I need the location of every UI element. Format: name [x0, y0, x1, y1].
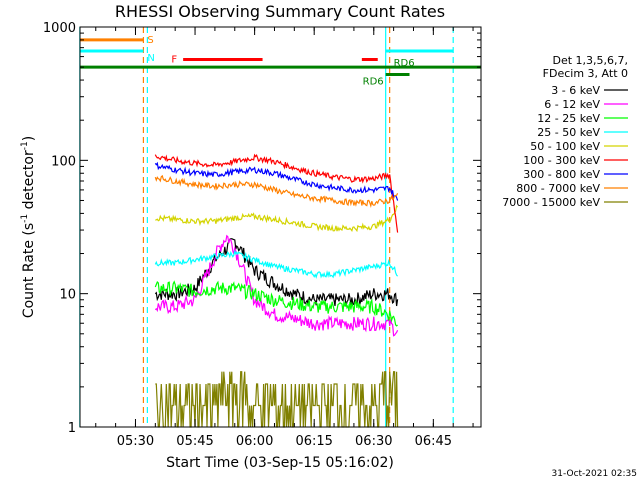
flag-label: S — [147, 35, 153, 46]
legend-entry-label: 100 - 300 keV — [523, 154, 600, 167]
x-tick-label: 06:45 — [415, 434, 452, 449]
plot-area: SN F RD6 RD6 — [79, 27, 481, 428]
flag-label: RD6 — [363, 77, 384, 88]
series-line — [154, 249, 399, 279]
legend-entry-label: 6 - 12 keV — [544, 98, 600, 111]
x-tick-label: 06:00 — [236, 434, 273, 449]
x-tick-label: 06:15 — [295, 434, 332, 449]
series-line — [154, 280, 398, 327]
y-axis-label: Count Rate (s-1 detector-1) — [20, 136, 37, 318]
y-axis-label-part: detector — [21, 150, 37, 214]
y-tick-label: 1000 — [43, 21, 76, 36]
y-tick-label: 1 — [68, 421, 76, 436]
flag-label: RD6 — [394, 58, 415, 69]
x-axis-label: Start Time (03-Sep-15 05:16:02) — [166, 455, 394, 471]
series-line — [154, 234, 399, 337]
flag-label: N — [147, 53, 154, 64]
chart-title: RHESSI Observing Summary Count Rates — [115, 2, 445, 21]
footer-date: 31-Oct-2021 02:35 — [552, 469, 637, 479]
y-axis-label-exponent: -1 — [20, 214, 30, 223]
series-line — [154, 161, 399, 201]
y-axis-label-exponent: -1 — [20, 141, 30, 150]
y-tick-label: 10 — [59, 288, 76, 303]
legend-entry-label: 7000 - 15000 keV — [502, 196, 600, 209]
legend-header: FDecim 3, Att 0 — [543, 67, 628, 80]
x-tick-label: 05:45 — [176, 434, 213, 449]
legend-entry-label: 800 - 7000 keV — [516, 182, 600, 195]
series-line — [154, 174, 399, 208]
x-tick-label: 06:30 — [355, 434, 392, 449]
plot-frame — [79, 26, 482, 428]
flag-label: F — [171, 55, 177, 66]
legend-entry-label: 25 - 50 keV — [537, 126, 600, 139]
y-tick-label: 100 — [51, 154, 76, 169]
legend-entry-label: 12 - 25 keV — [537, 112, 600, 125]
axes: 05:30 05:45 06:00 06:15 06:30 06:45 1 10 100 1000 — [43, 21, 481, 449]
y-axis-label-part: Count Rate (s — [21, 223, 37, 318]
series-line — [154, 153, 399, 233]
series-line — [154, 238, 399, 307]
legend: Det 1,3,5,6,7,FDecim 3, Att 0 3 - 6 keV6 … — [502, 54, 628, 209]
legend-header: Det 1,3,5,6,7, — [552, 54, 628, 67]
y-axis-label-part: ) — [21, 136, 37, 141]
legend-entry-label: 3 - 6 keV — [551, 84, 600, 97]
legend-entry-label: 50 - 100 keV — [530, 140, 600, 153]
x-tick-label: 05:30 — [117, 434, 154, 449]
legend-entry-label: 300 - 800 keV — [523, 168, 600, 181]
series-line — [155, 204, 399, 233]
